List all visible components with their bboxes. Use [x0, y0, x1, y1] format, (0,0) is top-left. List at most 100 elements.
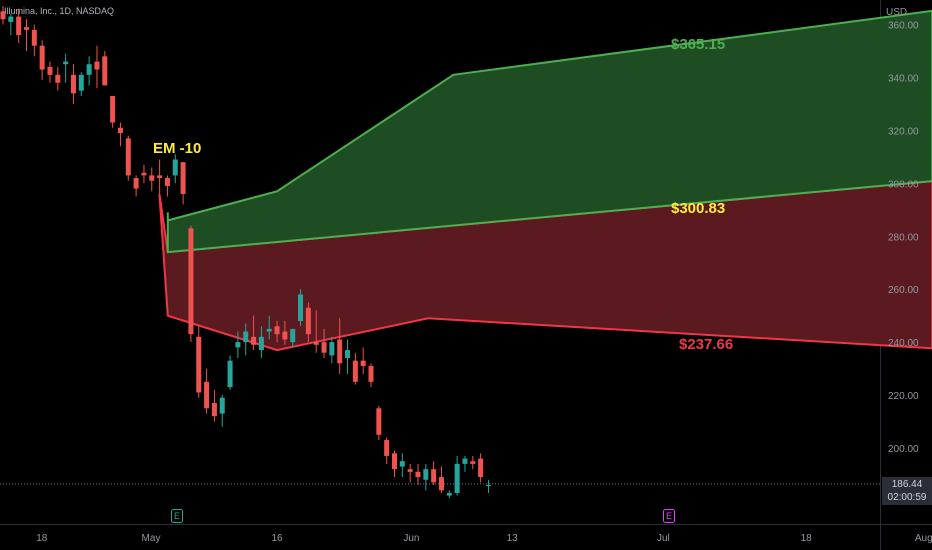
candle — [431, 461, 437, 486]
candle-body — [251, 336, 257, 345]
candle-body — [392, 453, 397, 470]
candle-body — [305, 307, 311, 335]
time-tick-label: Jul — [657, 533, 670, 544]
candle-body — [86, 64, 92, 75]
candle — [446, 490, 452, 499]
candle — [415, 463, 421, 486]
candle-body — [266, 328, 272, 332]
currency-label: USD — [886, 7, 907, 18]
candle-body — [125, 138, 131, 176]
candle-body — [172, 159, 178, 176]
candle — [86, 56, 92, 86]
candle-body — [110, 95, 116, 123]
candle — [39, 40, 45, 81]
time-tick-label: 18 — [801, 533, 813, 544]
candle-body — [219, 397, 225, 414]
last-price-tag: 186.44 02:00:59 — [882, 476, 932, 505]
time-tick-label: 13 — [507, 533, 519, 544]
candle — [172, 154, 178, 184]
price-tick-label: 360.00 — [888, 21, 919, 32]
candle — [164, 175, 170, 197]
candle-body — [384, 440, 390, 456]
candle-body — [157, 175, 163, 179]
candle-body — [0, 11, 6, 20]
earnings-marker-past[interactable]: E — [171, 509, 183, 523]
candle — [63, 53, 69, 83]
candle-body — [141, 172, 147, 176]
candle-body — [78, 74, 84, 91]
candle — [368, 363, 374, 388]
candle-body — [360, 360, 366, 366]
em-label: EM -10 — [153, 140, 201, 157]
candle — [438, 466, 444, 493]
candle — [0, 6, 6, 25]
candle-body — [321, 342, 327, 353]
expected-move-zones — [158, 9, 932, 352]
candle — [305, 302, 311, 343]
candle-body — [415, 471, 421, 478]
earnings-marker-future[interactable]: E — [663, 509, 675, 523]
candle-body — [313, 342, 319, 345]
candle — [235, 331, 241, 359]
price-tick-label: 320.00 — [888, 126, 919, 137]
candle-body — [204, 381, 210, 409]
candle-body — [164, 178, 170, 186]
candle — [8, 13, 14, 36]
lower-target-label: $237.66 — [679, 336, 733, 353]
candle — [149, 167, 155, 192]
candle — [298, 289, 304, 327]
candle-body — [368, 365, 374, 382]
candle — [266, 315, 272, 340]
price-axis-ticks: 360.00 340.00 320.00 300.00 280.00 260.00 240.… — [888, 21, 919, 455]
candle — [55, 66, 61, 91]
candle — [392, 450, 397, 478]
price-tick-label: 300.00 — [888, 179, 919, 190]
candle-body — [94, 61, 100, 70]
price-tick-label: 280.00 — [888, 232, 919, 243]
candle — [31, 24, 37, 57]
candle — [376, 405, 382, 441]
candle — [337, 318, 343, 374]
candle — [141, 164, 147, 184]
candle — [94, 45, 100, 89]
time-tick-label: May — [142, 533, 161, 544]
candle-body — [16, 16, 22, 36]
candle — [78, 72, 84, 96]
candle-body — [470, 461, 476, 464]
time-tick-label: Aug — [915, 533, 932, 544]
candle-body — [102, 56, 108, 86]
candle-body — [485, 485, 491, 487]
candle — [345, 339, 351, 374]
candle — [157, 159, 163, 194]
candle — [321, 328, 327, 359]
candle — [243, 323, 249, 356]
candle-body — [423, 469, 429, 480]
candle-body — [282, 331, 288, 340]
candle — [16, 8, 22, 44]
price-tick-label: 220.00 — [888, 391, 919, 402]
candle — [251, 315, 257, 351]
candle — [407, 463, 413, 483]
candle-body — [227, 360, 233, 388]
price-tick-label: 240.00 — [888, 338, 919, 349]
candle-body — [55, 74, 61, 83]
candle — [282, 320, 288, 345]
candle-body — [407, 469, 413, 472]
candle-body — [329, 342, 335, 356]
candle — [211, 389, 217, 422]
candle — [360, 347, 366, 374]
candle-body — [8, 16, 14, 22]
candle — [423, 463, 429, 491]
candle-body — [180, 162, 186, 194]
candle-body — [47, 66, 53, 75]
candle — [196, 326, 202, 398]
candle-body — [462, 458, 468, 464]
candle-body — [399, 461, 405, 467]
candle — [470, 455, 476, 470]
candle-body — [63, 61, 69, 65]
candle-body — [454, 463, 460, 493]
candle — [384, 437, 390, 464]
candle-body — [243, 331, 249, 343]
symbol-title: Illumina, Inc., 1D, NASDAQ — [4, 6, 114, 16]
